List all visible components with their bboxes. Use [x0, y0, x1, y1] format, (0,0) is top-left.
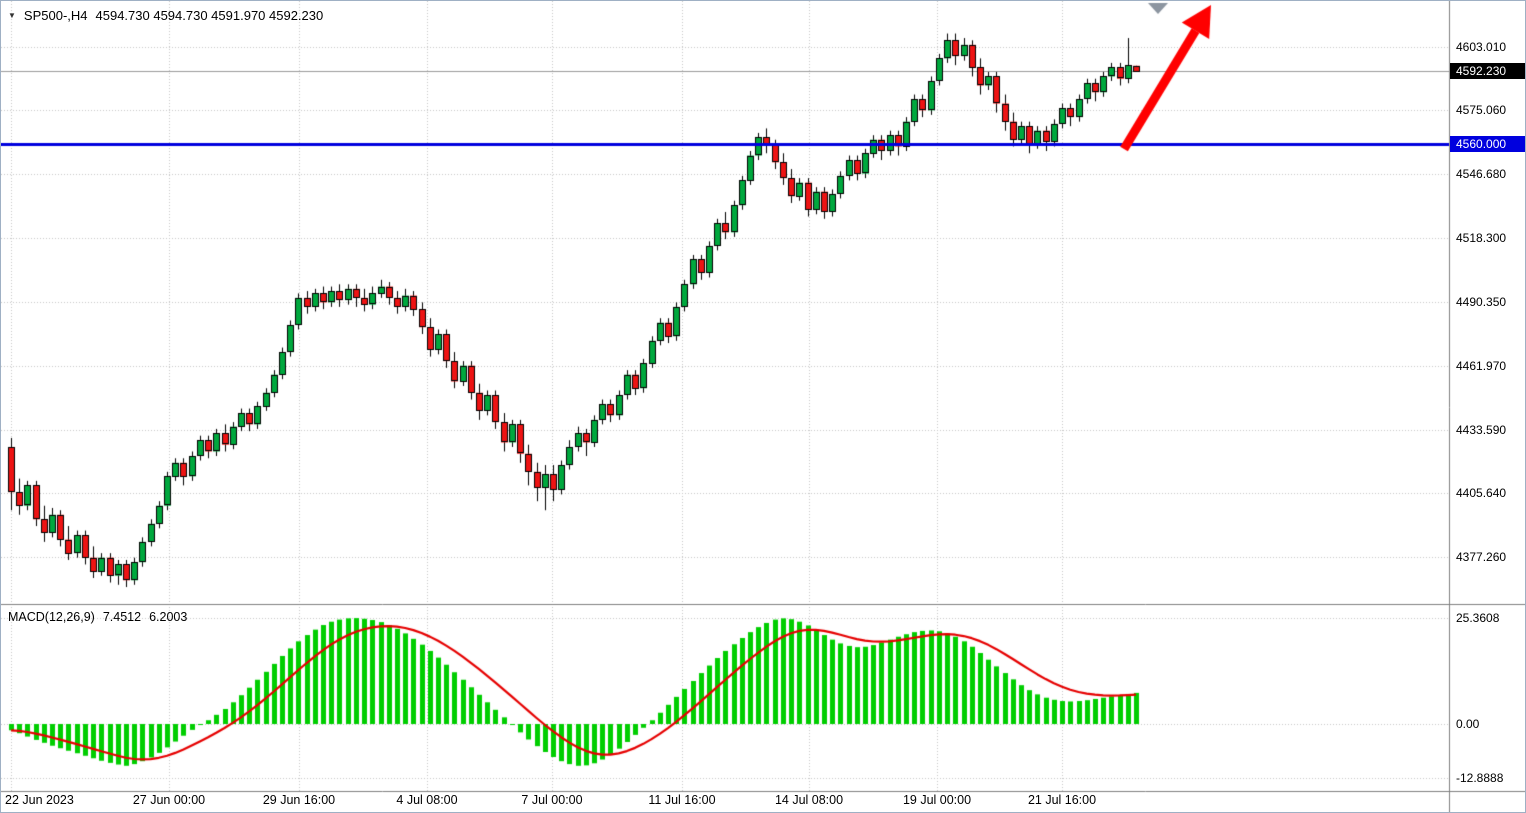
time-axis-label: 14 Jul 08:00	[774, 793, 844, 807]
price-axis-label: 4490.350	[1456, 295, 1507, 309]
symbol-dropdown-icon[interactable]: ▼	[8, 10, 16, 20]
time-axis[interactable]: 22 Jun 2023 27 Jun 00:00 29 Jun 16:00 4 Jul…	[1, 792, 1449, 812]
time-axis-label: 19 Jul 00:00	[902, 793, 972, 807]
macd-axis-label: 0.00	[1456, 717, 1480, 731]
price-axis-label: 4377.260	[1456, 550, 1507, 564]
price-tag-level: 4560.000	[1450, 136, 1525, 152]
price-tag-current: 4592.230	[1450, 63, 1525, 79]
time-axis-label: 7 Jul 00:00	[521, 793, 583, 807]
price-axis-label: 4546.680	[1456, 167, 1507, 181]
macd-axis-label: -12.8888	[1456, 771, 1504, 785]
price-axis-label: 4518.300	[1456, 231, 1507, 245]
time-axis-label: 22 Jun 2023	[5, 793, 74, 807]
macd-axis-label: 25.3608	[1456, 611, 1500, 625]
time-axis-label: 11 Jul 16:00	[648, 793, 716, 807]
time-axis-label: 21 Jul 16:00	[1027, 793, 1097, 807]
time-axis-label: 27 Jun 00:00	[132, 793, 206, 807]
price-axis-label: 4575.060	[1456, 103, 1507, 117]
time-axis-label: 4 Jul 08:00	[396, 793, 458, 807]
price-axis[interactable]: 4603.010 4592.230 4575.060 4560.000 4546.680…	[1450, 1, 1525, 812]
price-axis-label: 4405.640	[1456, 486, 1507, 500]
price-axis-label: 4461.970	[1456, 359, 1507, 373]
price-axis-label: 4433.590	[1456, 423, 1507, 437]
time-axis-label: 29 Jun 16:00	[262, 793, 336, 807]
price-axis-label: 4603.010	[1456, 40, 1507, 54]
